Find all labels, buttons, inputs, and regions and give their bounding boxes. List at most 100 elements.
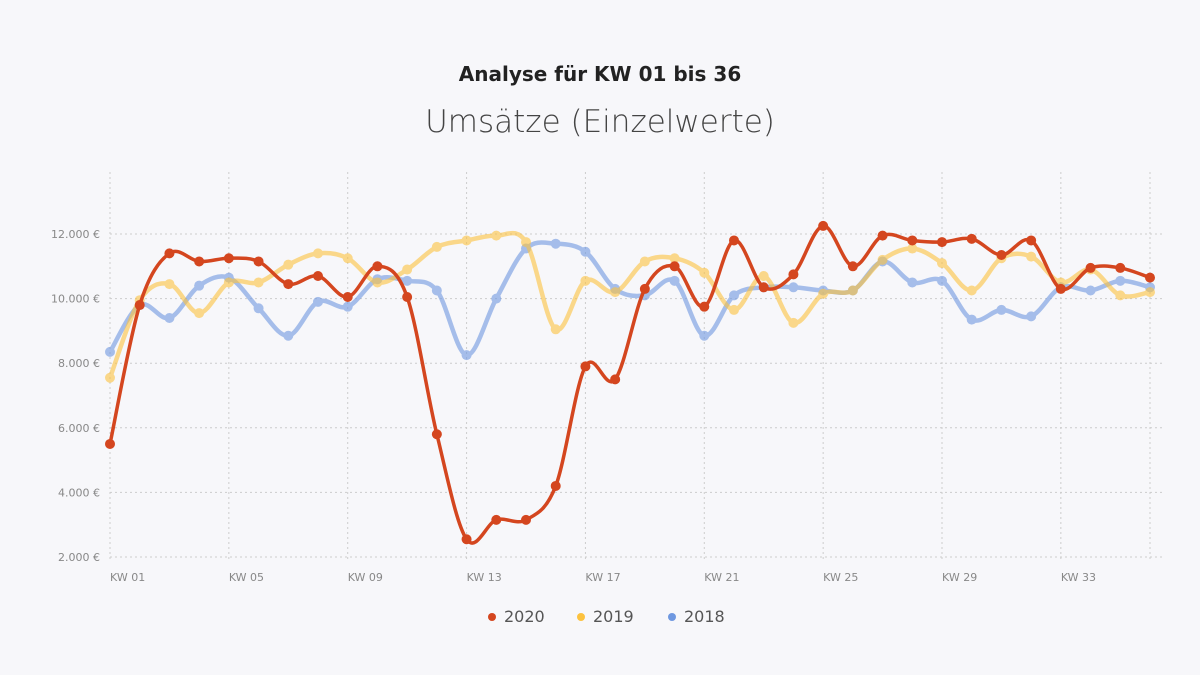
data-point	[402, 275, 413, 286]
data-point	[669, 253, 680, 264]
data-point	[966, 314, 977, 325]
data-point	[283, 259, 294, 270]
data-point	[788, 269, 799, 280]
x-axis: KW 01 KW 05 KW 09 KW 13 KW 17 KW 21 KW 25 KW 29…	[110, 571, 1096, 584]
chart-title: Analyse für KW 01 bis 36	[458, 62, 742, 86]
data-point	[610, 374, 621, 385]
data-point	[788, 317, 799, 328]
data-point	[729, 290, 739, 301]
data-point	[283, 279, 294, 290]
y-tick-label: 6.000 €	[58, 422, 100, 435]
legend-marker-2019	[577, 613, 585, 621]
data-point	[996, 304, 1007, 315]
data-point	[372, 261, 383, 272]
x-tick-label: KW 33	[1061, 571, 1096, 584]
data-point	[164, 312, 175, 323]
series-lines	[105, 220, 1155, 545]
legend-marker-2018	[668, 613, 676, 621]
x-tick-label: KW 17	[585, 571, 620, 584]
grid	[109, 172, 1165, 562]
data-point	[431, 241, 442, 252]
legend: 2020 2019 2018	[488, 607, 725, 626]
data-point	[194, 280, 205, 291]
data-point	[937, 237, 947, 248]
data-point	[699, 330, 710, 341]
data-point	[669, 275, 680, 286]
x-tick-label: KW 01	[110, 571, 145, 584]
x-tick-label: KW 09	[348, 571, 383, 584]
legend-label: 2020	[504, 607, 545, 626]
data-point	[402, 291, 413, 302]
data-point	[431, 429, 442, 440]
data-point	[402, 264, 413, 275]
data-point	[313, 270, 323, 281]
data-point	[580, 275, 591, 286]
x-tick-label: KW 29	[942, 571, 977, 584]
data-point	[937, 258, 947, 269]
chart-subtitle: Umsätze (Einzelwerte)	[425, 104, 775, 140]
data-point	[818, 288, 829, 299]
data-point	[342, 291, 353, 302]
data-point	[610, 287, 621, 298]
data-point	[253, 256, 264, 267]
data-point	[639, 283, 650, 294]
data-point	[105, 346, 115, 357]
data-point	[491, 514, 502, 525]
data-point	[1115, 290, 1126, 301]
data-point	[342, 301, 353, 312]
data-point	[105, 372, 115, 383]
data-point	[342, 253, 353, 264]
x-tick-label: KW 21	[704, 571, 739, 584]
data-point	[877, 254, 888, 265]
data-point	[491, 293, 502, 304]
data-point	[907, 243, 918, 254]
legend-label: 2018	[684, 607, 725, 626]
data-point	[580, 361, 591, 372]
y-tick-label: 4.000 €	[58, 486, 100, 499]
data-point	[907, 277, 918, 288]
series-2019	[105, 230, 1155, 383]
data-point	[788, 282, 799, 293]
data-point	[699, 301, 710, 312]
data-point	[550, 480, 561, 491]
data-point	[847, 261, 858, 272]
y-tick-label: 8.000 €	[58, 357, 100, 370]
data-point	[937, 275, 947, 286]
legend-label: 2019	[593, 607, 634, 626]
data-point	[966, 233, 977, 244]
series-2020	[105, 220, 1155, 545]
series-line-2019	[107, 230, 1151, 379]
data-point	[521, 237, 531, 248]
data-point	[1026, 311, 1037, 322]
data-point	[283, 330, 294, 341]
data-point	[639, 256, 650, 267]
data-point	[996, 249, 1007, 260]
data-point	[729, 235, 739, 246]
data-point	[550, 238, 561, 249]
data-point	[313, 296, 323, 307]
data-point	[1145, 272, 1155, 283]
data-point	[491, 230, 502, 241]
data-point	[253, 277, 264, 288]
data-point	[818, 220, 829, 231]
data-point	[313, 248, 323, 259]
data-point	[194, 308, 205, 319]
data-point	[521, 514, 531, 525]
data-point	[372, 277, 383, 288]
data-point	[1145, 287, 1155, 298]
data-point	[966, 285, 977, 296]
data-point	[729, 304, 739, 315]
data-point	[105, 438, 115, 449]
data-point	[1085, 285, 1096, 296]
data-point	[1026, 235, 1037, 246]
data-point	[194, 256, 205, 267]
data-point	[431, 285, 442, 296]
data-point	[1026, 251, 1037, 262]
data-point	[1115, 275, 1126, 286]
data-point	[1055, 283, 1066, 294]
data-point	[699, 267, 710, 278]
data-point	[877, 230, 888, 241]
x-tick-label: KW 13	[467, 571, 502, 584]
data-point	[461, 350, 472, 361]
